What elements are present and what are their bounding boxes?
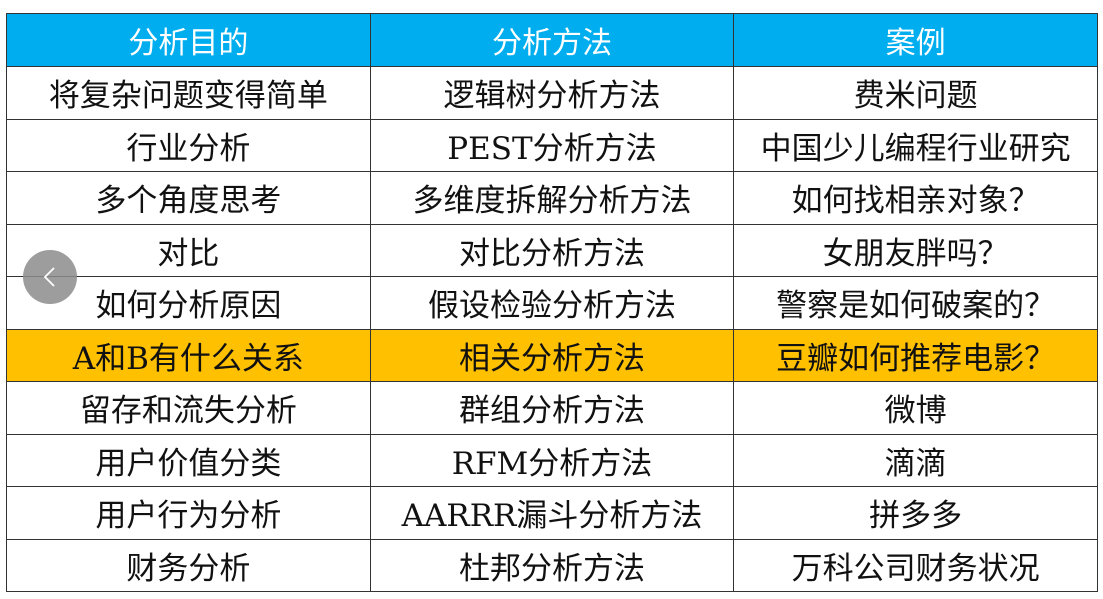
cell-purpose: 财务分析 — [6, 538, 371, 592]
cell-case: 如何找相亲对象？ — [733, 171, 1098, 225]
table-row: 对比 对比分析方法 女朋友胖吗？ — [6, 223, 1098, 277]
cell-method: 对比分析方法 — [369, 223, 735, 277]
table-row: 行业分析 PEST分析方法 中国少儿编程行业研究 — [6, 118, 1098, 172]
cell-purpose: A和B有什么关系 — [6, 328, 371, 382]
cell-method: 多维度拆解分析方法 — [369, 171, 735, 225]
table-row: 用户价值分类 RFM分析方法 滴滴 — [6, 433, 1098, 487]
cell-case: 万科公司财务状况 — [733, 538, 1098, 592]
header-purpose: 分析目的 — [6, 13, 371, 67]
analysis-methods-table: 分析目的 分析方法 案例 将复杂问题变得简单 逻辑树分析方法 费米问题 行业分析 PES… — [6, 13, 1098, 592]
cell-method: PEST分析方法 — [369, 118, 735, 172]
cell-case: 微博 — [733, 381, 1098, 435]
cell-case: 费米问题 — [733, 66, 1098, 120]
cell-method: 相关分析方法 — [369, 328, 735, 382]
header-method: 分析方法 — [369, 13, 735, 67]
cell-purpose: 留存和流失分析 — [6, 381, 371, 435]
cell-method: 杜邦分析方法 — [369, 538, 735, 592]
cell-method: 逻辑树分析方法 — [369, 66, 735, 120]
cell-purpose: 用户价值分类 — [6, 433, 371, 487]
cell-method: RFM分析方法 — [369, 433, 735, 487]
chevron-left-icon — [43, 267, 55, 287]
cell-case: 豆瓣如何推荐电影？ — [733, 328, 1098, 382]
table-row: 用户行为分析 AARRR漏斗分析方法 拼多多 — [6, 486, 1098, 540]
table-row: 如何分析原因 假设检验分析方法 警察是如何破案的？ — [6, 276, 1098, 330]
cell-purpose: 用户行为分析 — [6, 486, 371, 540]
cell-purpose: 多个角度思考 — [6, 171, 371, 225]
table-row: 留存和流失分析 群组分析方法 微博 — [6, 381, 1098, 435]
back-button[interactable] — [23, 250, 77, 304]
table-row: 财务分析 杜邦分析方法 万科公司财务状况 — [6, 538, 1098, 592]
header-case: 案例 — [733, 13, 1098, 67]
cell-case: 中国少儿编程行业研究 — [733, 118, 1098, 172]
table-row: 将复杂问题变得简单 逻辑树分析方法 费米问题 — [6, 66, 1098, 120]
table-row: A和B有什么关系 相关分析方法 豆瓣如何推荐电影？ — [6, 328, 1098, 382]
cell-purpose: 行业分析 — [6, 118, 371, 172]
cell-case: 拼多多 — [733, 486, 1098, 540]
header-row: 分析目的 分析方法 案例 — [6, 13, 1098, 67]
cell-case: 警察是如何破案的？ — [733, 276, 1098, 330]
cell-method: 假设检验分析方法 — [369, 276, 735, 330]
cell-purpose: 将复杂问题变得简单 — [6, 66, 371, 120]
cell-method: AARRR漏斗分析方法 — [369, 486, 735, 540]
cell-method: 群组分析方法 — [369, 381, 735, 435]
cell-case: 滴滴 — [733, 433, 1098, 487]
cell-case: 女朋友胖吗？ — [733, 223, 1098, 277]
table-row: 多个角度思考 多维度拆解分析方法 如何找相亲对象？ — [6, 171, 1098, 225]
